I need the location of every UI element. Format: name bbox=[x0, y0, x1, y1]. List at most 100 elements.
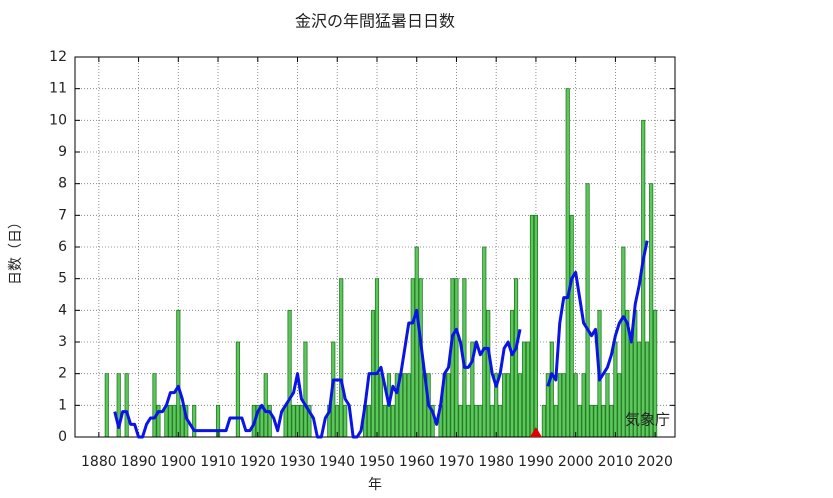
bar bbox=[529, 214, 535, 438]
bar bbox=[561, 373, 566, 438]
bar bbox=[450, 278, 455, 438]
running-mean-line bbox=[113, 308, 522, 439]
source-note: 気象庁 bbox=[625, 411, 670, 429]
bar bbox=[474, 404, 479, 438]
bar bbox=[454, 278, 459, 438]
x-tick-label: 2000 bbox=[558, 454, 594, 470]
x-tick-label: 1990 bbox=[518, 454, 554, 470]
bar bbox=[577, 404, 582, 438]
bar bbox=[569, 214, 574, 438]
bar bbox=[521, 341, 527, 438]
bar bbox=[502, 373, 507, 438]
bar bbox=[374, 278, 380, 438]
y-tick-label: 11 bbox=[49, 81, 67, 97]
y-tick-label: 3 bbox=[58, 334, 67, 350]
bar bbox=[649, 183, 654, 438]
y-tick-label: 6 bbox=[58, 239, 67, 255]
bar bbox=[541, 404, 546, 438]
running-mean-line bbox=[546, 240, 649, 387]
bar bbox=[490, 404, 495, 438]
bar bbox=[152, 373, 157, 438]
bar bbox=[549, 341, 554, 438]
bar bbox=[565, 88, 570, 438]
bar bbox=[478, 404, 483, 438]
bar bbox=[641, 119, 646, 438]
bar bbox=[553, 404, 558, 438]
chart-title: 金沢の年間猛暑日日数 bbox=[295, 12, 455, 31]
bar bbox=[283, 404, 288, 438]
bar bbox=[589, 404, 594, 438]
bar bbox=[506, 373, 511, 438]
bar bbox=[164, 404, 169, 438]
bar bbox=[617, 373, 622, 438]
y-tick-label: 7 bbox=[58, 207, 67, 223]
x-axis-label: 年 bbox=[368, 477, 382, 493]
x-tick-label: 1970 bbox=[439, 454, 475, 470]
y-tick-label: 12 bbox=[49, 49, 67, 65]
bar bbox=[267, 404, 272, 438]
x-tick-label: 2010 bbox=[598, 454, 634, 470]
bar bbox=[498, 404, 503, 438]
bar bbox=[593, 404, 598, 438]
y-tick-label: 10 bbox=[49, 112, 67, 128]
bar bbox=[466, 404, 471, 438]
bar bbox=[621, 246, 626, 438]
x-tick-label: 1900 bbox=[160, 454, 196, 470]
bar bbox=[390, 404, 395, 438]
bar bbox=[303, 341, 308, 438]
bar bbox=[486, 309, 491, 438]
bar bbox=[573, 373, 578, 438]
bar bbox=[168, 404, 173, 438]
bar bbox=[605, 373, 610, 438]
bar bbox=[339, 278, 344, 438]
bar bbox=[259, 404, 264, 438]
bar bbox=[299, 404, 304, 438]
x-tick-label: 1950 bbox=[359, 454, 395, 470]
bar bbox=[402, 373, 407, 438]
bar bbox=[406, 373, 411, 438]
y-tick-label: 5 bbox=[58, 271, 67, 287]
y-tick-label: 8 bbox=[58, 176, 67, 192]
bar bbox=[104, 373, 109, 438]
x-tick-label: 1890 bbox=[121, 454, 157, 470]
bar bbox=[291, 404, 296, 438]
bar bbox=[176, 309, 181, 438]
x-tick-label: 2020 bbox=[637, 454, 673, 470]
y-axis-label: 日数（日） bbox=[8, 215, 24, 285]
bar bbox=[124, 373, 129, 438]
bar bbox=[378, 373, 384, 438]
x-tick-label: 1940 bbox=[319, 454, 355, 470]
x-tick-label: 1930 bbox=[280, 454, 316, 470]
y-tick-label: 4 bbox=[58, 302, 67, 318]
bar bbox=[287, 309, 292, 438]
y-tick-label: 0 bbox=[58, 429, 67, 445]
bar bbox=[410, 278, 415, 438]
y-tick-label: 9 bbox=[58, 144, 67, 160]
bar bbox=[446, 373, 451, 438]
bar bbox=[609, 404, 614, 438]
bar bbox=[172, 404, 177, 438]
relocation-marker bbox=[529, 427, 542, 437]
x-tick-label: 1920 bbox=[240, 454, 276, 470]
bar bbox=[557, 373, 562, 438]
y-tick-label: 2 bbox=[58, 366, 67, 382]
bar bbox=[581, 373, 586, 438]
bar bbox=[235, 341, 240, 438]
bar bbox=[525, 341, 531, 438]
bar bbox=[263, 373, 268, 438]
x-tick-label: 1910 bbox=[200, 454, 236, 470]
bar bbox=[156, 404, 161, 438]
bar bbox=[343, 404, 348, 438]
x-tick-label: 1980 bbox=[478, 454, 514, 470]
bar bbox=[517, 373, 523, 438]
bar bbox=[601, 404, 606, 438]
bar bbox=[533, 214, 538, 438]
y-tick-label: 1 bbox=[58, 397, 67, 413]
bar bbox=[482, 246, 487, 438]
bar bbox=[192, 404, 197, 438]
bar bbox=[613, 341, 618, 438]
bar bbox=[366, 404, 372, 438]
bar bbox=[458, 404, 463, 438]
bar bbox=[510, 309, 515, 438]
